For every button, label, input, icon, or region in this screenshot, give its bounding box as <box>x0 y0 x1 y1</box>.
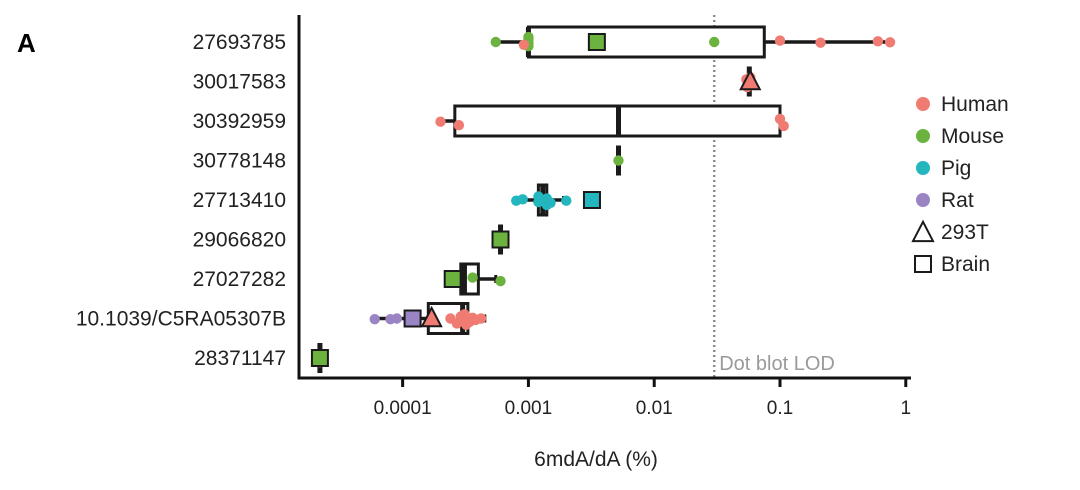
data-point <box>369 314 380 325</box>
category-label: 30778148 <box>193 150 286 173</box>
box-iqr <box>526 25 766 59</box>
data-point <box>815 37 826 48</box>
data-point <box>518 39 530 50</box>
panel-label: A <box>17 28 36 58</box>
brain-marker <box>582 191 601 209</box>
data-point <box>545 197 556 208</box>
legend-label: Brain <box>941 253 990 276</box>
brain-marker <box>310 349 329 367</box>
brain-marker <box>587 33 606 51</box>
category-label: 27027282 <box>193 268 286 291</box>
x-tick-label: 0.001 <box>505 398 553 419</box>
legend-label: Rat <box>941 189 974 212</box>
legend-swatch <box>916 161 930 175</box>
data-point <box>517 194 528 205</box>
legend-label: 293T <box>941 221 989 244</box>
legend-swatch <box>916 193 930 207</box>
x-tick-label: 0.01 <box>636 398 673 419</box>
data-point <box>490 36 501 48</box>
data-point <box>778 120 789 132</box>
legend-swatch <box>916 129 930 143</box>
legend: Human Mouse Pig Rat 293T Brain <box>911 93 1009 276</box>
data-point <box>613 155 624 166</box>
x-tick-label: 0.1 <box>767 398 793 419</box>
data-point <box>467 272 478 283</box>
brain-marker <box>443 270 462 288</box>
marker-layer <box>310 33 762 367</box>
point-layer <box>314 31 896 368</box>
brain-marker <box>491 230 510 249</box>
lod-reference: Dot blot LOD <box>712 15 835 378</box>
x-tick-label: 1 <box>901 398 912 419</box>
category-label: 30392959 <box>193 110 286 133</box>
293t-marker <box>420 305 443 328</box>
x-axis-title: 6mdA/dA (%) <box>534 448 658 471</box>
data-point <box>495 275 506 287</box>
x-tick-label: 0.0001 <box>374 398 432 419</box>
data-point <box>872 36 884 47</box>
lod-label: Dot blot LOD <box>719 353 835 375</box>
legend-square-icon <box>914 255 932 273</box>
293t-marker <box>739 68 762 91</box>
category-label: 27713410 <box>193 189 286 212</box>
data-point <box>475 313 487 324</box>
data-point <box>884 37 896 48</box>
data-point <box>561 195 572 206</box>
data-point <box>774 35 786 46</box>
data-point <box>391 313 403 324</box>
axes: 0.0001 0.001 0.01 0.1 1 <box>297 15 912 419</box>
legend-triangle-icon <box>911 219 935 243</box>
legend-label: Pig <box>941 157 971 180</box>
category-label: 10.1039/C5RA05307B <box>76 308 286 331</box>
category-labels: 27693785 30017583 30392959 30778148 27713410… <box>76 31 286 370</box>
data-point <box>453 120 465 131</box>
legend-swatch <box>916 97 930 111</box>
legend-label: Mouse <box>941 125 1004 148</box>
data-point <box>435 116 446 127</box>
category-label: 27693785 <box>193 31 286 54</box>
category-label: 28371147 <box>194 347 286 370</box>
category-label: 29066820 <box>193 229 286 252</box>
legend-label: Human <box>941 93 1009 116</box>
brain-marker <box>403 309 422 328</box>
data-point <box>709 36 720 48</box>
category-label: 30017583 <box>193 71 286 94</box>
